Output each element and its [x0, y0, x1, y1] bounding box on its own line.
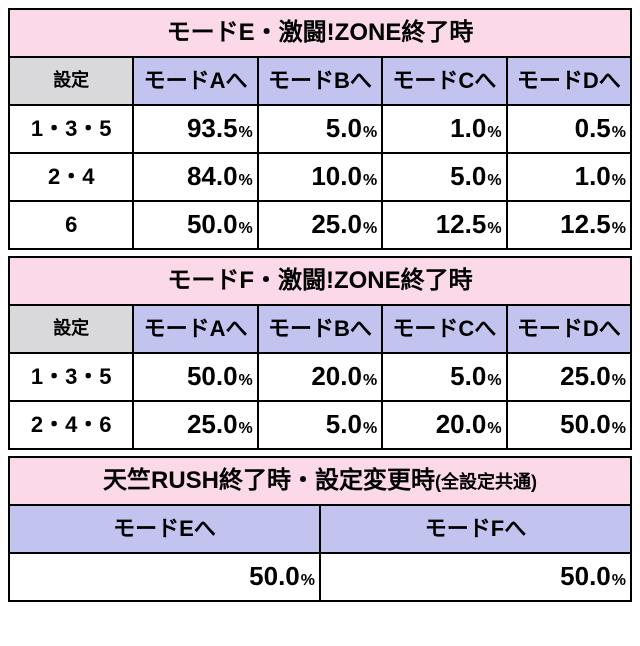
- value-cell: 50.0%: [133, 201, 257, 249]
- value-cell: 12.5%: [507, 201, 631, 249]
- table-row: 6 50.0% 25.0% 12.5% 12.5%: [9, 201, 631, 249]
- table1-col-a: モードAへ: [133, 57, 257, 105]
- value-cell: 12.5%: [382, 201, 506, 249]
- value-cell: 50.0%: [320, 553, 631, 601]
- table-row: 2・4 84.0% 10.0% 5.0% 1.0%: [9, 153, 631, 201]
- table-row: 1・3・5 93.5% 5.0% 1.0% 0.5%: [9, 105, 631, 153]
- table3-title: 天竺RUSH終了時・設定変更時(全設定共通): [9, 457, 631, 505]
- value-cell: 50.0%: [133, 353, 257, 401]
- table-mode-f: モードF・激闘!ZONE終了時 設定 モードAへ モードBへ モードCへ モード…: [8, 256, 632, 450]
- table2-col-a: モードAへ: [133, 305, 257, 353]
- table3-col-f: モードFへ: [320, 505, 631, 553]
- value-cell: 5.0%: [382, 153, 506, 201]
- value-cell: 20.0%: [258, 353, 382, 401]
- value-cell: 25.0%: [258, 201, 382, 249]
- setting-cell: 2・4: [9, 153, 133, 201]
- table-row: 1・3・5 50.0% 20.0% 5.0% 25.0%: [9, 353, 631, 401]
- table3-title-note: (全設定共通): [435, 472, 537, 492]
- table2-title: モードF・激闘!ZONE終了時: [9, 257, 631, 305]
- value-cell: 20.0%: [382, 401, 506, 449]
- value-cell: 1.0%: [382, 105, 506, 153]
- table2-col-b: モードBへ: [258, 305, 382, 353]
- table3-col-e: モードEへ: [9, 505, 320, 553]
- value-cell: 50.0%: [507, 401, 631, 449]
- value-cell: 93.5%: [133, 105, 257, 153]
- value-cell: 1.0%: [507, 153, 631, 201]
- table1-col-b: モードBへ: [258, 57, 382, 105]
- table1-col-c: モードCへ: [382, 57, 506, 105]
- table2-col-d: モードDへ: [507, 305, 631, 353]
- value-cell: 10.0%: [258, 153, 382, 201]
- setting-cell: 2・4・6: [9, 401, 133, 449]
- value-cell: 50.0%: [9, 553, 320, 601]
- setting-cell: 6: [9, 201, 133, 249]
- setting-cell: 1・3・5: [9, 105, 133, 153]
- table-row: 50.0% 50.0%: [9, 553, 631, 601]
- table-mode-e: モードE・激闘!ZONE終了時 設定 モードAへ モードBへ モードCへ モード…: [8, 8, 632, 250]
- value-cell: 5.0%: [258, 105, 382, 153]
- setting-cell: 1・3・5: [9, 353, 133, 401]
- table1-setting-header: 設定: [9, 57, 133, 105]
- value-cell: 5.0%: [258, 401, 382, 449]
- table-row: 2・4・6 25.0% 5.0% 20.0% 50.0%: [9, 401, 631, 449]
- value-cell: 5.0%: [382, 353, 506, 401]
- value-cell: 25.0%: [133, 401, 257, 449]
- table3-title-main: 天竺RUSH終了時・設定変更時: [103, 467, 435, 494]
- table2-setting-header: 設定: [9, 305, 133, 353]
- table-tenjiku-rush: 天竺RUSH終了時・設定変更時(全設定共通) モードEへ モードFへ 50.0%…: [8, 456, 632, 602]
- value-cell: 0.5%: [507, 105, 631, 153]
- table1-col-d: モードDへ: [507, 57, 631, 105]
- table2-col-c: モードCへ: [382, 305, 506, 353]
- value-cell: 25.0%: [507, 353, 631, 401]
- value-cell: 84.0%: [133, 153, 257, 201]
- table1-title: モードE・激闘!ZONE終了時: [9, 9, 631, 57]
